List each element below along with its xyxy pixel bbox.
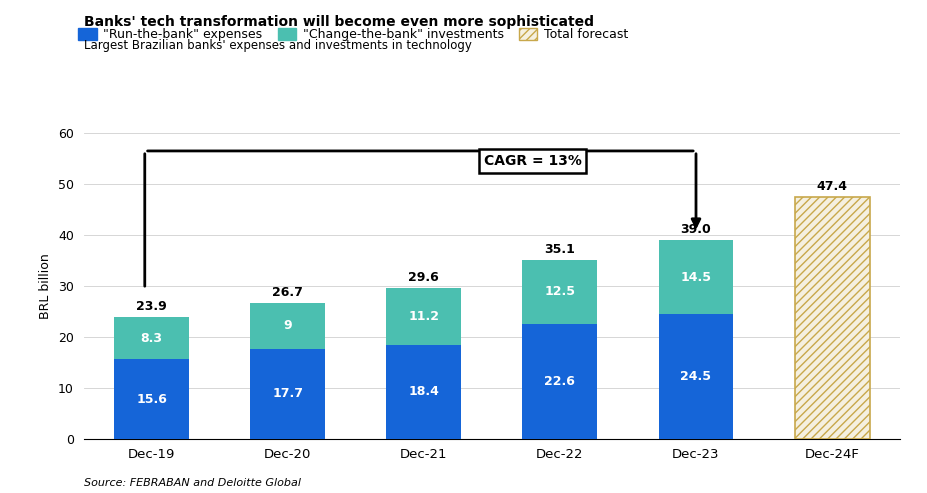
Text: 35.1: 35.1 — [544, 243, 575, 256]
Text: 9: 9 — [283, 319, 292, 332]
Text: Largest Brazilian banks' expenses and investments in technology: Largest Brazilian banks' expenses and in… — [83, 39, 471, 52]
Text: Banks' tech transformation will become even more sophisticated: Banks' tech transformation will become e… — [83, 15, 593, 29]
Bar — [114, 317, 189, 359]
Bar — [386, 288, 461, 345]
Text: 17.7: 17.7 — [272, 387, 303, 400]
Y-axis label: BRL billion: BRL billion — [39, 253, 52, 319]
Legend: "Run-the-bank" expenses, "Change-the-bank" investments, Total forecast: "Run-the-bank" expenses, "Change-the-ban… — [73, 23, 632, 46]
Text: 24.5: 24.5 — [679, 370, 711, 383]
Text: 26.7: 26.7 — [272, 285, 303, 299]
Text: CAGR = 13%: CAGR = 13% — [483, 154, 581, 168]
Text: 11.2: 11.2 — [408, 310, 438, 323]
Text: 15.6: 15.6 — [136, 392, 167, 406]
Bar — [522, 323, 597, 439]
Text: 39.0: 39.0 — [679, 223, 711, 236]
Text: 23.9: 23.9 — [136, 300, 167, 313]
Bar — [250, 349, 324, 439]
Text: 14.5: 14.5 — [679, 271, 711, 283]
Bar — [386, 345, 461, 439]
Text: 12.5: 12.5 — [544, 285, 575, 298]
Bar — [658, 314, 732, 439]
Text: 8.3: 8.3 — [140, 332, 162, 345]
Bar — [114, 359, 189, 439]
Text: 22.6: 22.6 — [544, 375, 575, 387]
Bar — [658, 240, 732, 314]
Text: 18.4: 18.4 — [408, 386, 438, 398]
Bar — [250, 303, 324, 349]
Text: 47.4: 47.4 — [816, 180, 846, 193]
Text: 29.6: 29.6 — [408, 271, 438, 284]
Text: Source: FEBRABAN and Deloitte Global: Source: FEBRABAN and Deloitte Global — [83, 478, 300, 488]
Bar — [794, 197, 869, 439]
Bar — [522, 260, 597, 323]
